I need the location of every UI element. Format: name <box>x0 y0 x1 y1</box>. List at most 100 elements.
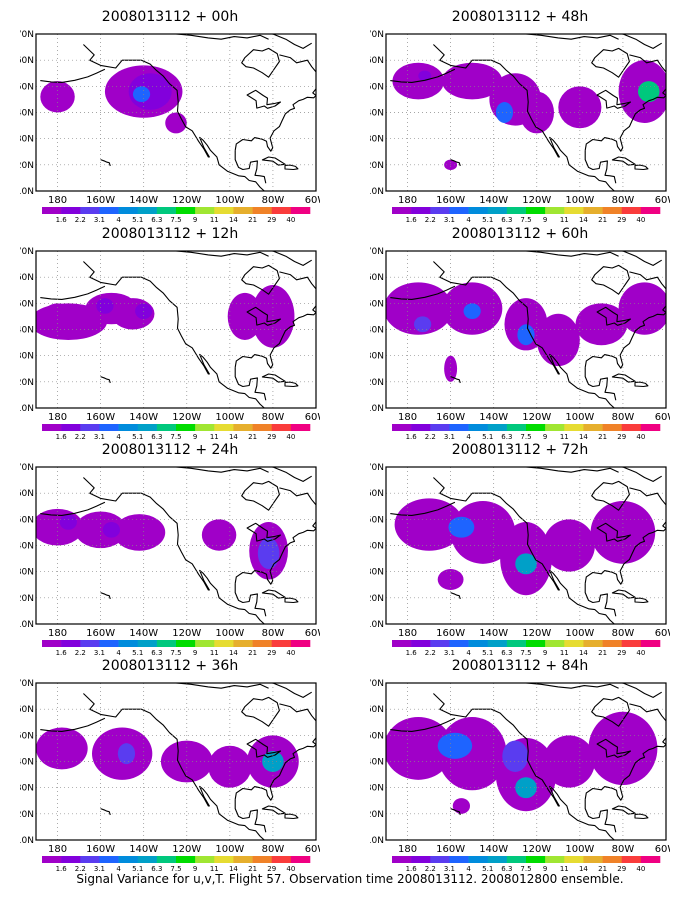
legend-swatch <box>137 424 158 431</box>
legend-label: 6.3 <box>501 216 512 224</box>
legend-swatch <box>640 424 661 431</box>
lon-tick-label: 160W <box>86 844 115 855</box>
legend-swatch <box>487 424 508 431</box>
variance-region <box>590 501 656 564</box>
legend-label: 2.2 <box>425 865 436 873</box>
coastline <box>261 589 286 599</box>
legend-label: 2.2 <box>75 216 86 224</box>
legend-swatch <box>214 207 234 214</box>
lon-tick-label: 180 <box>398 412 417 423</box>
lat-tick-label: 10N <box>20 836 34 846</box>
legend-swatch <box>545 856 565 863</box>
legend-swatch <box>392 424 412 431</box>
coastline <box>629 703 666 736</box>
lat-tick-label: 30N <box>20 352 34 362</box>
lon-tick-label: 100W <box>215 628 244 639</box>
variance-region <box>102 521 120 538</box>
legend-label: 14 <box>579 216 588 224</box>
legend-label: 3.1 <box>444 433 455 441</box>
legend-label: 40 <box>286 649 295 657</box>
legend-swatch <box>564 856 584 863</box>
variance-region <box>450 501 516 564</box>
variance-region <box>588 711 658 786</box>
lat-tick-label: 60N <box>20 56 34 66</box>
legend-swatch <box>468 856 489 863</box>
lat-tick-label: 30N <box>370 352 384 362</box>
map-panel-36h: 2008013112 + 36h 70N 60N 50N 40N 30N 20N 10N 18… <box>20 657 320 873</box>
legend-label: 9 <box>543 216 547 224</box>
legend-label: 9 <box>543 865 547 873</box>
coastline <box>622 467 662 482</box>
variance-region <box>251 285 295 348</box>
legend-label: 29 <box>267 865 276 873</box>
coastline <box>83 693 265 840</box>
legend-swatch <box>195 424 215 431</box>
legend-swatch <box>583 640 603 647</box>
variance-region <box>201 519 237 551</box>
legend-label: 21 <box>248 216 257 224</box>
coastline <box>246 306 282 326</box>
lat-tick-label: 50N <box>370 731 384 741</box>
lon-tick-label: 100W <box>565 195 594 206</box>
coastline <box>390 717 456 732</box>
lat-tick-label: 10N <box>370 836 384 846</box>
legend-swatch <box>526 424 546 431</box>
lat-tick-label: 30N <box>370 568 384 578</box>
lat-tick-label: 10N <box>370 404 384 414</box>
lat-tick-label: 50N <box>20 299 34 309</box>
legend-swatch <box>430 640 450 647</box>
legend-swatch <box>526 207 546 214</box>
legend-label: 5.1 <box>132 865 143 873</box>
variance-region <box>160 740 213 783</box>
lon-tick-label: 120W <box>522 412 551 423</box>
lon-tick-label: 120W <box>172 195 201 206</box>
lat-tick-label: 50N <box>370 515 384 525</box>
legend-swatch <box>176 640 196 647</box>
coastline <box>279 271 316 304</box>
lon-tick-label: 180 <box>398 195 417 206</box>
legend-label: 21 <box>598 216 607 224</box>
legend-label: 21 <box>248 865 257 873</box>
legend-label: 40 <box>636 433 645 441</box>
legend-label: 21 <box>598 433 607 441</box>
legend-swatch <box>621 424 642 431</box>
legend-label: 7.5 <box>170 865 181 873</box>
lat-tick-label: 70N <box>20 463 34 473</box>
map-plot: 70N 60N 50N 40N 30N 20N 10N 180 160W 140W 120W 100W… <box>370 463 670 657</box>
variance-region <box>638 81 660 103</box>
lon-tick-label: 140W <box>129 844 158 855</box>
legend-label: 3.1 <box>94 649 105 657</box>
map-plot: 70N 60N 50N 40N 30N 20N 10N 180 160W 140W 120W 100W… <box>20 247 320 441</box>
lon-tick-label: 80W <box>262 628 285 639</box>
map-plot: 70N 60N 50N 40N 30N 20N 10N 180 160W 140W 120W 100W… <box>20 463 320 657</box>
legend-label: 2.2 <box>425 649 436 657</box>
legend-swatch <box>252 424 273 431</box>
variance-region <box>502 740 529 772</box>
lon-tick-label: 60W <box>655 844 670 855</box>
map-plot: 70N 60N 50N 40N 30N 20N 10N 180 160W 140W 120W 100W… <box>370 30 670 224</box>
legend-label: 5.1 <box>132 649 143 657</box>
legend-swatch <box>118 856 139 863</box>
variance-shading <box>394 498 656 596</box>
legend-label: 2.2 <box>425 216 436 224</box>
variance-region <box>515 553 537 575</box>
coastline <box>234 799 267 833</box>
lon-tick-label: 100W <box>215 844 244 855</box>
lat-tick-label: 20N <box>370 161 384 171</box>
legend-label: 11 <box>560 216 569 224</box>
legend-swatch <box>526 856 546 863</box>
legend-swatch <box>233 207 253 214</box>
lon-tick-label: 160W <box>86 628 115 639</box>
legend-label: 2.2 <box>425 433 436 441</box>
lat-tick-label: 50N <box>370 82 384 92</box>
legend-swatch <box>118 207 139 214</box>
legend-swatch <box>564 640 584 647</box>
legend-swatch <box>487 207 508 214</box>
legend-swatch <box>156 424 177 431</box>
legend-swatch <box>80 640 100 647</box>
legend-label: 9 <box>543 649 547 657</box>
legend-swatch <box>271 424 292 431</box>
legend-label: 4 <box>466 649 471 657</box>
lon-tick-label: 180 <box>48 628 67 639</box>
